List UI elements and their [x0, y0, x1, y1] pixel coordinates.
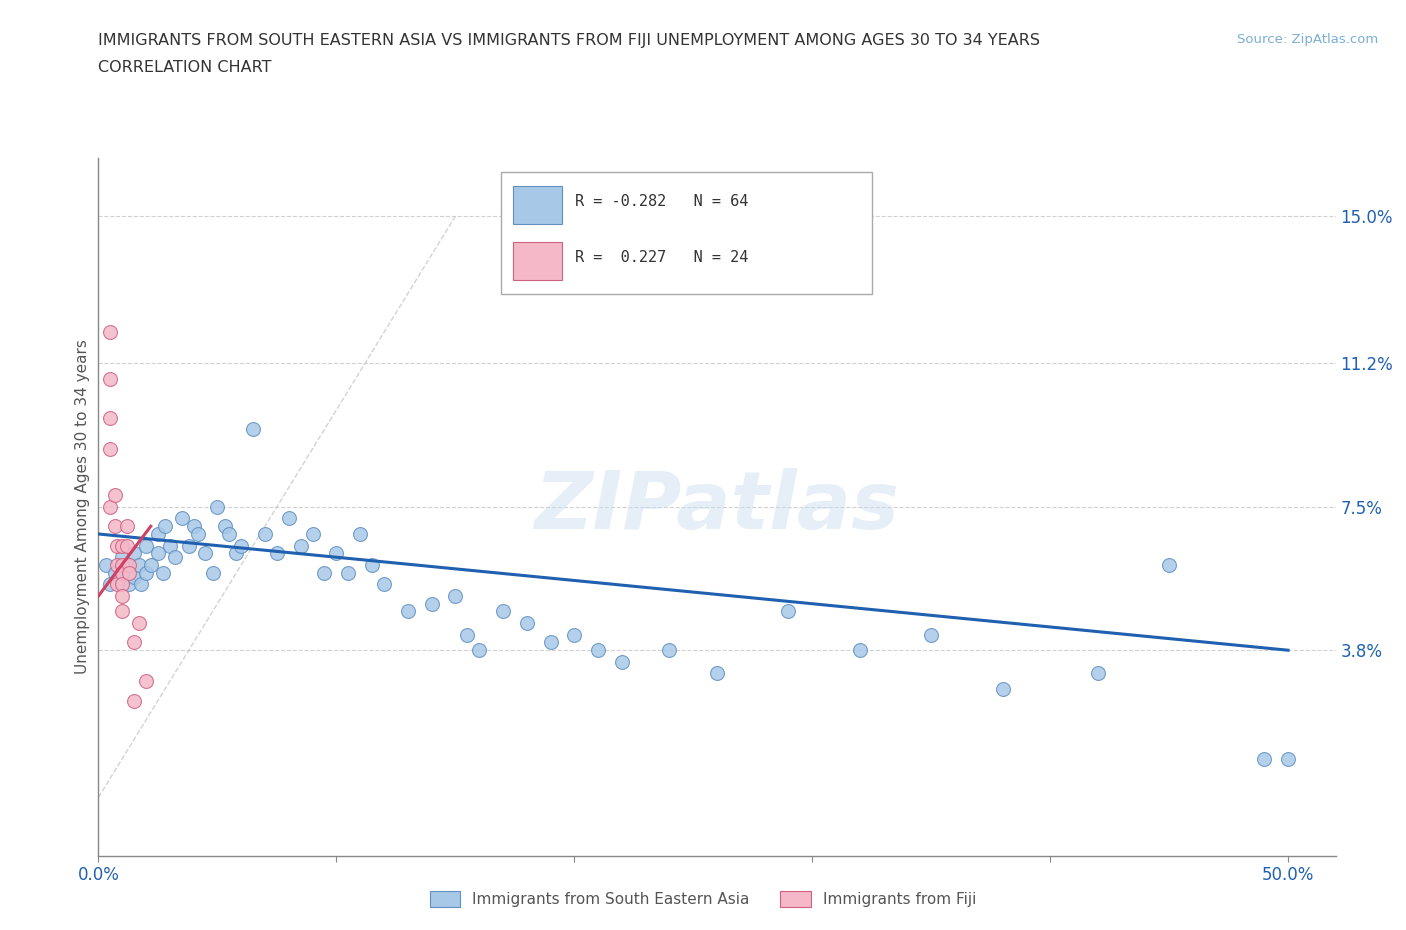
- Point: [266, 546, 288, 561]
- Legend: Immigrants from South Eastern Asia, Immigrants from Fiji: Immigrants from South Eastern Asia, Immi…: [423, 884, 983, 913]
- Point: [444, 589, 467, 604]
- Point: [129, 577, 152, 591]
- Point: [325, 546, 347, 561]
- Point: [98, 410, 121, 425]
- Point: [153, 519, 176, 534]
- Point: [98, 371, 121, 387]
- Point: [163, 550, 186, 565]
- Point: [135, 565, 157, 580]
- Text: Source: ZipAtlas.com: Source: ZipAtlas.com: [1237, 33, 1378, 46]
- Point: [778, 604, 800, 619]
- Point: [111, 589, 134, 604]
- Point: [98, 442, 121, 457]
- Point: [104, 519, 127, 534]
- Point: [111, 565, 134, 580]
- Point: [290, 538, 312, 553]
- Text: ZIPatlas: ZIPatlas: [534, 468, 900, 546]
- Point: [1253, 751, 1275, 766]
- Point: [146, 526, 169, 541]
- Point: [118, 558, 141, 573]
- Point: [115, 519, 138, 534]
- Point: [301, 526, 323, 541]
- Point: [396, 604, 419, 619]
- Y-axis label: Unemployment Among Ages 30 to 34 years: Unemployment Among Ages 30 to 34 years: [75, 339, 90, 674]
- Point: [128, 558, 150, 573]
- Point: [177, 538, 200, 553]
- Point: [122, 569, 145, 584]
- Point: [107, 538, 129, 553]
- Point: [152, 565, 174, 580]
- Point: [128, 616, 150, 631]
- Point: [98, 326, 121, 340]
- Point: [111, 604, 134, 619]
- Point: [122, 693, 145, 708]
- FancyBboxPatch shape: [513, 186, 562, 224]
- Point: [610, 655, 633, 670]
- Point: [849, 643, 872, 658]
- Point: [706, 666, 728, 681]
- Point: [98, 577, 121, 591]
- Point: [337, 565, 360, 580]
- Point: [111, 550, 134, 565]
- Point: [111, 565, 134, 580]
- Point: [135, 538, 157, 553]
- Point: [207, 499, 229, 514]
- Point: [349, 526, 371, 541]
- Point: [1277, 751, 1299, 766]
- Point: [658, 643, 681, 658]
- Point: [194, 546, 217, 561]
- Point: [361, 558, 384, 573]
- Point: [586, 643, 609, 658]
- Point: [201, 565, 224, 580]
- Point: [920, 628, 942, 643]
- FancyBboxPatch shape: [501, 172, 872, 294]
- FancyBboxPatch shape: [513, 242, 562, 280]
- Point: [492, 604, 515, 619]
- Point: [218, 526, 240, 541]
- Point: [98, 499, 121, 514]
- Point: [104, 487, 127, 502]
- Point: [122, 546, 145, 561]
- Point: [111, 577, 134, 591]
- Text: CORRELATION CHART: CORRELATION CHART: [98, 60, 271, 75]
- Point: [159, 538, 181, 553]
- Point: [456, 628, 478, 643]
- Point: [991, 682, 1014, 697]
- Point: [1159, 558, 1181, 573]
- Point: [214, 519, 236, 534]
- Point: [420, 596, 443, 611]
- Point: [562, 628, 585, 643]
- Point: [231, 538, 253, 553]
- Point: [468, 643, 491, 658]
- Point: [107, 558, 129, 573]
- Point: [115, 558, 138, 573]
- Text: R = -0.282   N = 64: R = -0.282 N = 64: [575, 193, 748, 209]
- Text: IMMIGRANTS FROM SOUTH EASTERN ASIA VS IMMIGRANTS FROM FIJI UNEMPLOYMENT AMONG AG: IMMIGRANTS FROM SOUTH EASTERN ASIA VS IM…: [98, 33, 1040, 47]
- Point: [111, 558, 134, 573]
- Point: [118, 565, 141, 580]
- Point: [187, 526, 209, 541]
- Text: R =  0.227   N = 24: R = 0.227 N = 24: [575, 249, 748, 265]
- Point: [111, 538, 134, 553]
- Point: [373, 577, 395, 591]
- Point: [115, 538, 138, 553]
- Point: [107, 577, 129, 591]
- Point: [225, 546, 247, 561]
- Point: [118, 577, 141, 591]
- Point: [516, 616, 538, 631]
- Point: [1087, 666, 1109, 681]
- Point: [94, 558, 117, 573]
- Point: [540, 635, 562, 650]
- Point: [104, 565, 127, 580]
- Point: [146, 546, 169, 561]
- Point: [183, 519, 205, 534]
- Point: [135, 673, 157, 688]
- Point: [122, 635, 145, 650]
- Point: [139, 558, 162, 573]
- Point: [242, 422, 264, 437]
- Point: [277, 512, 299, 526]
- Point: [253, 526, 276, 541]
- Point: [314, 565, 336, 580]
- Point: [170, 512, 193, 526]
